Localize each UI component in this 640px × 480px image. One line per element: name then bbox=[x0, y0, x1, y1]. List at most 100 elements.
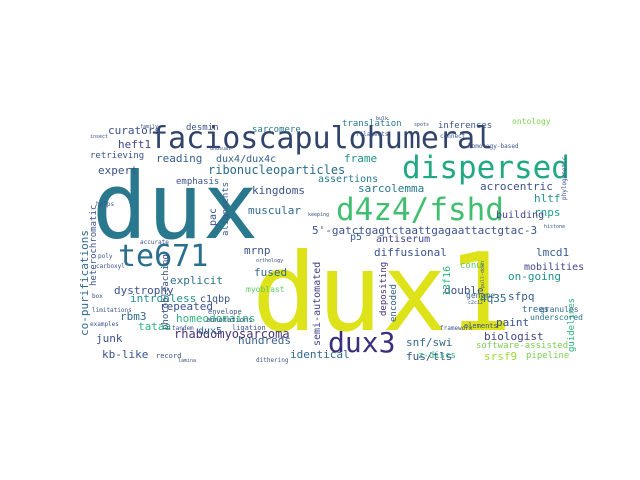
word: identical bbox=[290, 348, 350, 361]
word: curators bbox=[108, 124, 161, 137]
word: granules bbox=[540, 305, 579, 314]
word: semi-automated bbox=[312, 262, 323, 346]
word: ontology bbox=[512, 117, 551, 126]
word: building bbox=[496, 210, 544, 221]
word: pipeline bbox=[526, 351, 569, 361]
word: on-going bbox=[508, 270, 561, 283]
word: dux3 bbox=[328, 326, 395, 359]
word: retrieving bbox=[90, 151, 144, 161]
word: acrocentric bbox=[480, 180, 553, 193]
word: insect bbox=[90, 134, 108, 140]
word: conu bbox=[460, 261, 482, 271]
word: co-purifications bbox=[78, 230, 91, 336]
word: translation bbox=[342, 119, 402, 129]
word: fus/tls bbox=[406, 350, 452, 363]
word: genome bbox=[466, 291, 495, 300]
word: connect bbox=[440, 133, 466, 140]
word: diffusional bbox=[374, 246, 447, 259]
word: antiserum bbox=[376, 234, 430, 245]
word: d4z4/fshd bbox=[336, 192, 504, 228]
word: paint bbox=[496, 316, 529, 329]
word: limitations bbox=[92, 307, 132, 314]
word: dux1 bbox=[252, 231, 512, 356]
word: bulk bbox=[376, 116, 388, 122]
word: kb-like bbox=[102, 348, 148, 361]
word: dux5 bbox=[198, 326, 222, 337]
word: fused bbox=[254, 266, 287, 279]
word: framework bbox=[440, 325, 473, 332]
word: homeodomains bbox=[176, 312, 255, 325]
word: emphasis bbox=[176, 177, 219, 187]
word: histone bbox=[544, 224, 565, 230]
word: unusual bbox=[210, 146, 231, 152]
word: dispersed bbox=[402, 150, 570, 186]
word: orthology bbox=[256, 258, 283, 264]
word: encoded bbox=[389, 284, 399, 322]
word: mrnp bbox=[244, 244, 271, 257]
word: ribonucleoparticles bbox=[208, 163, 345, 177]
word: photobleaching bbox=[161, 254, 171, 330]
word: heterochromatic bbox=[89, 205, 99, 286]
word: snf/swi bbox=[406, 336, 452, 349]
word: lmcd1 bbox=[536, 246, 569, 259]
word: dithering bbox=[256, 357, 289, 364]
word: pac bbox=[208, 208, 219, 226]
word: accurate bbox=[140, 239, 169, 246]
word: envelope bbox=[208, 308, 242, 316]
word: srsf9 bbox=[484, 350, 517, 363]
word: alignments bbox=[221, 182, 231, 236]
word: rbm3 bbox=[120, 310, 147, 323]
word: dystrophy bbox=[114, 284, 174, 297]
word: filaments bbox=[356, 131, 389, 138]
word: ligation bbox=[232, 324, 266, 332]
word: junk bbox=[96, 332, 123, 345]
word: double bbox=[444, 284, 484, 297]
word: poly bbox=[98, 253, 113, 260]
word: record bbox=[156, 352, 181, 360]
word: sfpq bbox=[508, 290, 535, 303]
word: underscored bbox=[530, 313, 583, 322]
word: elements bbox=[464, 322, 498, 330]
word: kingdoms bbox=[252, 184, 305, 197]
word: biologist bbox=[484, 330, 544, 343]
word: frame bbox=[344, 152, 377, 165]
word: box bbox=[92, 293, 103, 300]
word: pull-down bbox=[480, 261, 486, 288]
word: rhabdomyosarcoma bbox=[174, 327, 290, 341]
word: te671 bbox=[118, 239, 208, 274]
word: hundreds bbox=[238, 334, 291, 347]
word: facioscapulohumeral bbox=[150, 121, 493, 156]
word: expert bbox=[98, 164, 138, 177]
word: depositing bbox=[379, 262, 389, 316]
word: rnps bbox=[534, 206, 561, 219]
word: family bbox=[140, 124, 158, 130]
word: p5 bbox=[350, 232, 362, 243]
word: 4q35 bbox=[480, 292, 507, 305]
word: heft1 bbox=[118, 138, 151, 151]
word: carboxyl bbox=[96, 263, 125, 270]
word: assertions bbox=[318, 174, 378, 185]
word: explicit bbox=[170, 274, 223, 287]
word: c2c12 bbox=[468, 300, 483, 306]
word: inferences bbox=[438, 121, 492, 131]
word: sarcolemma bbox=[358, 182, 424, 195]
word: hltf bbox=[534, 192, 561, 205]
word: guidelines bbox=[567, 298, 577, 352]
word: repeated bbox=[160, 300, 213, 313]
word: keeping bbox=[308, 212, 329, 218]
word: tandem bbox=[172, 325, 194, 332]
word: sarcomere bbox=[252, 125, 301, 135]
word: mobilities bbox=[524, 262, 584, 273]
word: intronless bbox=[130, 292, 196, 305]
word: phylogenetic bbox=[561, 156, 568, 200]
word: reading bbox=[156, 152, 202, 165]
word: muscular bbox=[248, 204, 301, 217]
word: annotations bbox=[206, 316, 252, 324]
word: myoblast bbox=[246, 285, 285, 294]
word: helps bbox=[96, 201, 114, 208]
word: c1qbp bbox=[200, 294, 230, 305]
word: 5'-gatctgagtctaattgagaattactgtac-3 bbox=[312, 224, 537, 237]
word: trees bbox=[522, 305, 549, 315]
word: examples bbox=[90, 321, 119, 328]
